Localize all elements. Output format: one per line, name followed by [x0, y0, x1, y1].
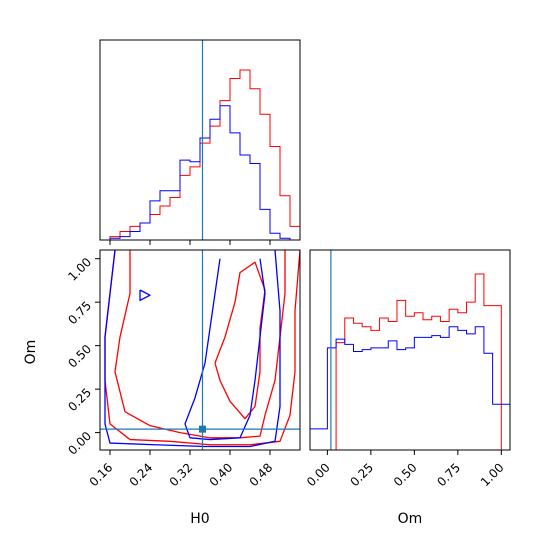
histogram-step-series_2	[309, 326, 511, 450]
joint-y-tick-label: 0.50	[65, 342, 94, 371]
om-marginal-x-tick-label: 0.50	[391, 460, 420, 489]
contour-line-series_2	[104, 250, 281, 448]
joint-x-tick-label: 0.16	[87, 460, 116, 489]
histogram-step-series_1	[310, 273, 510, 451]
joint-x-tick-label: 0.40	[207, 460, 236, 489]
x-axis-label-om: Om	[398, 511, 423, 527]
histogram-step-series_2	[100, 105, 300, 241]
joint-x-tick-label: 0.48	[247, 460, 276, 489]
joint-y-tick-label: 0.00	[65, 429, 94, 458]
contour-group	[104, 250, 300, 448]
h0-marginal-histogram-panel	[99, 39, 301, 245]
joint-y-tick-label: 0.75	[65, 298, 94, 327]
contour-line-series_1	[114, 250, 286, 439]
contour-line-series_2	[184, 258, 266, 441]
om-marginal-x-tick-label: 1.00	[478, 460, 507, 489]
om-marginal-histogram-panel: 0.00 0.25 0.50 0.75 1.00	[304, 249, 511, 489]
joint-x-tick-label: 0.32	[167, 460, 196, 489]
om-marginal-x-tick-label: 0.25	[347, 460, 376, 489]
contour-line-series_1	[214, 261, 266, 420]
h0-om-contour-panel: 0.16 0.24 0.32 0.40 0.48 0.00 0.25 0.50 0.75 1.00	[65, 249, 301, 489]
x-axis-label-h0: H0	[190, 511, 209, 527]
joint-y-tick-label: 1.00	[65, 255, 94, 284]
om-marginal-x-tick-label: 0.00	[304, 460, 333, 489]
h0-marginal-frame	[99, 39, 301, 241]
joint-frame	[99, 249, 301, 451]
joint-y-tick-label: 0.25	[65, 385, 94, 414]
om-marginal-frame	[309, 249, 511, 451]
joint-x-tick-label: 0.24	[127, 460, 156, 489]
y-axis-label-om: Om	[23, 340, 39, 365]
om-marginal-x-tick-label: 0.75	[434, 460, 463, 489]
contour-line-series_2	[139, 289, 151, 302]
truth-marker	[199, 425, 206, 433]
